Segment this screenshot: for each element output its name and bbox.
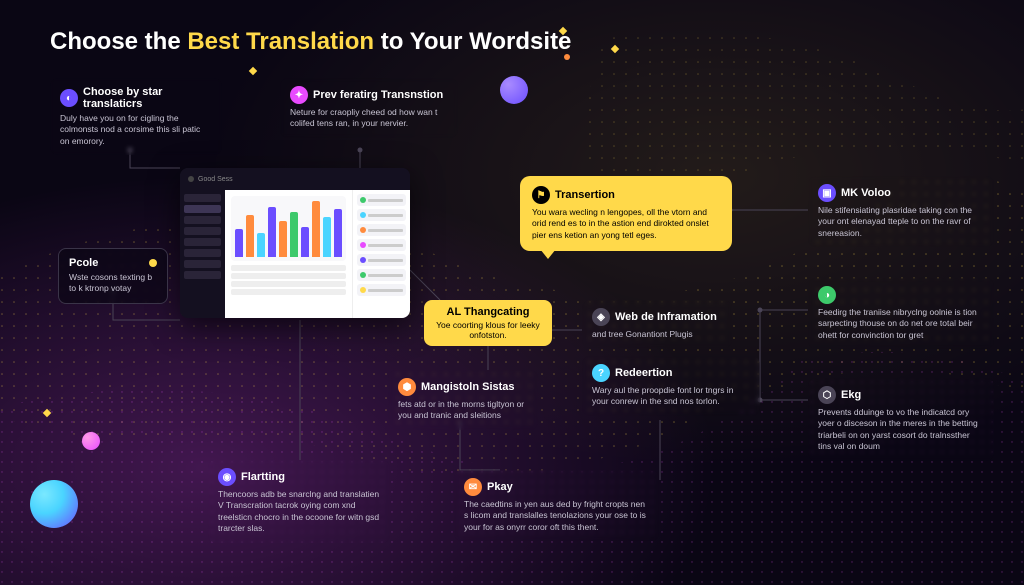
dashboard-mockup: Good Sess [180, 168, 410, 318]
node-n11: ▣MK VolooNile stifensiating plasridae ta… [808, 176, 994, 247]
node-n13: ⬡EkgPrevents dduinge to vo the indicatcd… [808, 378, 994, 461]
title-pre: Choose the [50, 28, 187, 55]
node-n3: PcoleWste cosons texting b to k ktronp v… [58, 248, 168, 304]
node-n12: ◑Feedirg the traniise nibryclng oolnie i… [808, 278, 994, 349]
orb-deco [500, 76, 528, 104]
node-n7: ◉FlarttingThencoors adb be snarclng and … [208, 460, 390, 543]
page-title: Choose the Best Translation to Your Word… [50, 28, 571, 56]
orb-deco [30, 480, 78, 528]
node-n1: ◐Choose by star translaticrsDuly have yo… [50, 78, 222, 155]
node-n2: ✦Prev feratirg TransnstionNeture for cra… [280, 78, 458, 138]
node-n6: ⬢Mangistoln Sistasfets atd or in the mor… [388, 370, 538, 430]
node-n10: ✉PkayThe caedtins in yen aus ded by frig… [454, 470, 659, 541]
orb-deco [82, 432, 100, 450]
title-accent: Best Translation [187, 28, 374, 55]
node-n5: AL ThangcatingYoe coorting klous for lee… [424, 300, 552, 346]
title-post: to Your Wordsite [374, 28, 571, 55]
node-n9: ?RedeertionWary aul the proopdie font lo… [582, 356, 760, 416]
node-n8: ◈Web de Inframationand tree Gonantiont P… [582, 300, 732, 348]
node-n4: ⚑TransertionYou wara wecling n lengopes,… [520, 176, 732, 251]
